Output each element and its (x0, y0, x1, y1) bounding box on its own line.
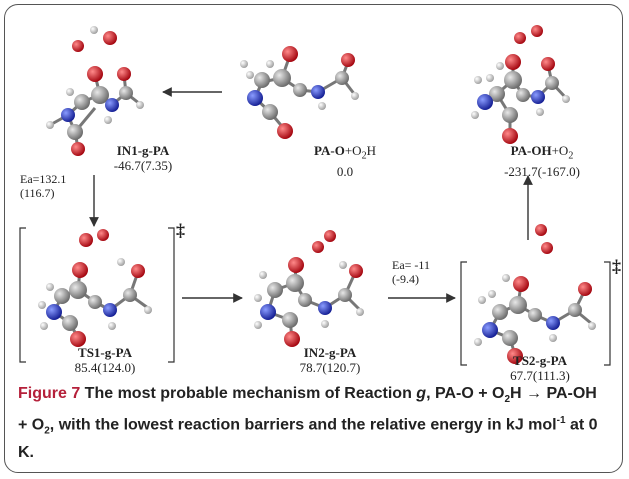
ts1-name: TS1-g-PA (78, 345, 132, 360)
caption-text-g: g (416, 385, 427, 402)
ts1-energy: 85.4(124.0) (74, 360, 136, 375)
product-name-main: PA-OH (510, 143, 552, 158)
in2-molecule (254, 230, 364, 347)
product-name-sub: 2 (568, 150, 574, 162)
ea2-value: Ea= -11 (392, 258, 430, 272)
ts2-label: TS2-g-PA 67.7(111.3) (500, 353, 580, 383)
reactant-energy: 0.0 (336, 163, 354, 179)
ts1-double-dagger: ‡ (176, 220, 185, 240)
figure-caption: Figure 7 The most probable mechanism of … (18, 383, 610, 463)
mechanism-diagram (19, 25, 611, 366)
caption-sub-2a: 2 (504, 394, 511, 406)
ts2-brackets (460, 261, 611, 366)
ts2-double-dagger: ‡ (612, 256, 621, 276)
product-label: PA-OH+O2 -231.7(-167.0) (487, 143, 597, 179)
in1-energy: -46.7(7.35) (113, 158, 173, 173)
product-name: PA-OH+O2 (487, 143, 597, 164)
ts1-label: TS1-g-PA 85.4(124.0) (70, 345, 140, 375)
in2-name: IN2-g-PA (303, 345, 357, 360)
caption-text-e: at 0 K. (18, 416, 598, 461)
ea1-label: Ea=132.1 (116.7) (20, 172, 66, 200)
product-name-rest: +O (551, 143, 569, 158)
reactant-name-sub: 2 (361, 150, 367, 162)
product-molecule (471, 25, 570, 144)
product-energy: -231.7(-167.0) (504, 163, 580, 179)
ts2-name: TS2-g-PA (513, 353, 567, 368)
caption-sup: -1 (556, 415, 566, 427)
in2-energy: 78.7(120.7) (299, 360, 361, 375)
caption-text-a: The most probable mechanism of Reaction (80, 385, 417, 402)
reactant-name-rest: +O (344, 143, 362, 158)
in2-label: IN2-g-PA 78.7(120.7) (290, 345, 370, 375)
reactant-label: PA-O+O2H 0.0 (290, 143, 400, 179)
caption-sub-2b: 2 (44, 425, 50, 437)
ea2-zpe-value: (-9.4) (392, 272, 419, 286)
caption-text-d: , with the lowest reaction barriers and … (49, 416, 557, 434)
ea2-label: Ea= -11 (-9.4) (392, 258, 430, 286)
ea1-value: Ea=132.1 (20, 172, 67, 186)
caption-figure-label: Figure 7 (18, 385, 81, 402)
figure-frame (4, 4, 623, 473)
in1-name: IN1-g-PA (116, 143, 170, 158)
ts2-energy: 67.7(111.3) (510, 368, 570, 383)
reactant-name-tail: H (366, 143, 376, 158)
ea1-zpe-value: (116.7) (20, 186, 55, 200)
caption-text-c: H → PA-OH + O (18, 385, 597, 434)
reactant-molecule (240, 46, 359, 139)
ts1-molecule (38, 229, 152, 347)
ts2-molecule (474, 224, 596, 364)
caption-text-b: , PA-O + O (426, 385, 505, 402)
ts1-brackets (19, 227, 175, 363)
in1-label: IN1-g-PA -46.7(7.35) (108, 143, 178, 173)
reactant-name: PA-O+O2H (290, 143, 400, 164)
in1-molecule (46, 26, 144, 156)
reactant-name-main: PA-O (314, 143, 345, 158)
